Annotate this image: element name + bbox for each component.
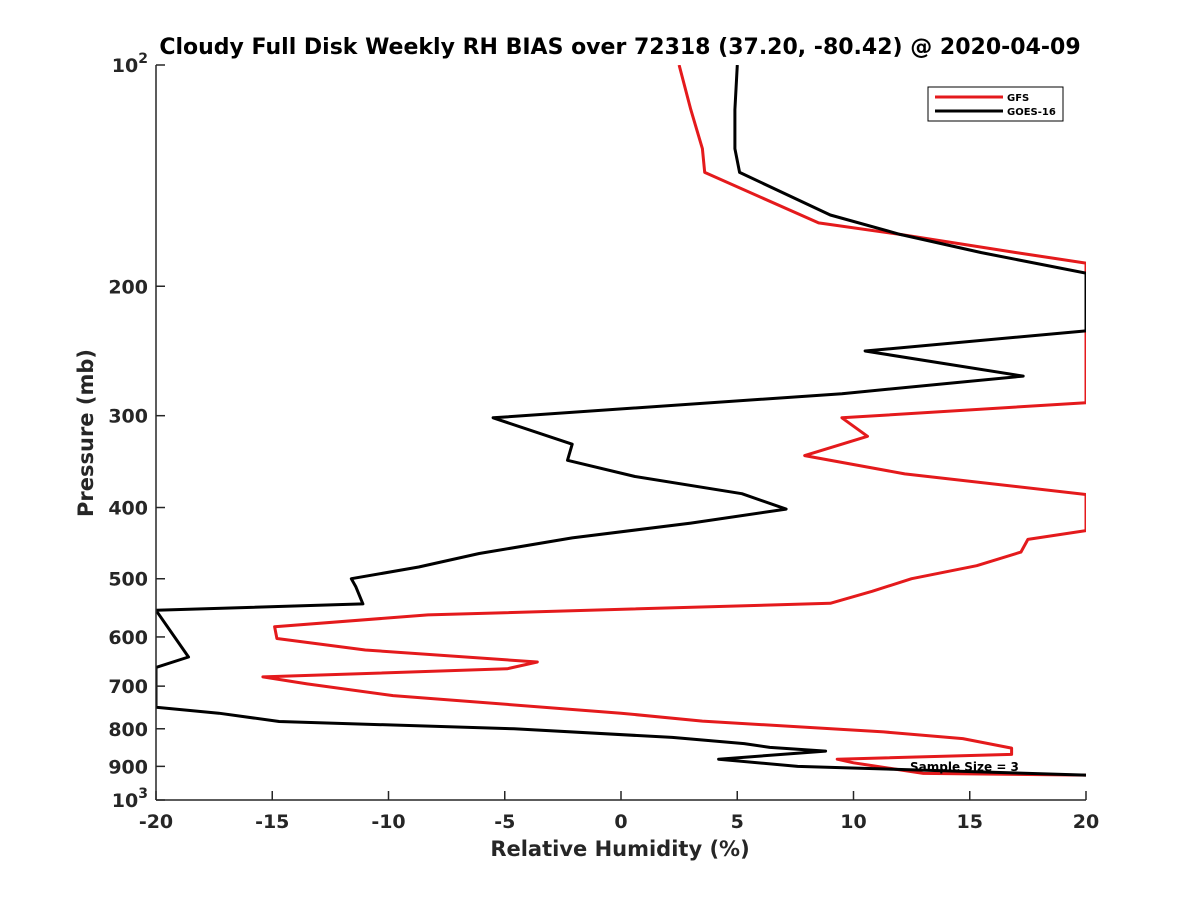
x-tick-label: 15 xyxy=(957,811,983,833)
x-tick-label: -5 xyxy=(494,811,515,833)
y-tick-label: 600 xyxy=(108,627,148,649)
legend-box xyxy=(927,86,1064,122)
y-tick-label: 800 xyxy=(108,719,148,741)
series-line-goes-16 xyxy=(156,65,1086,777)
x-axis-ticks: -20 -15 -10 -5 0 5 10 15 20 xyxy=(139,791,1099,833)
legend: GFS GOES-16 xyxy=(927,86,1064,122)
x-tick-label: 20 xyxy=(1073,811,1099,833)
legend-label-gfs: GFS xyxy=(1007,93,1029,104)
y-tick-label: 500 xyxy=(108,569,148,591)
x-tick-label: 5 xyxy=(731,811,744,833)
plot-series xyxy=(156,65,1086,777)
x-tick-label: 0 xyxy=(614,811,627,833)
chart-title: Cloudy Full Disk Weekly RH BIAS over 723… xyxy=(159,35,1080,60)
y-tick-label: 400 xyxy=(108,498,148,520)
y-tick-label: 103 xyxy=(112,786,148,812)
y-tick-label: 200 xyxy=(108,276,148,298)
y-tick-label: 300 xyxy=(108,406,148,428)
y-tick-label: 700 xyxy=(108,676,148,698)
x-tick-label: 10 xyxy=(840,811,866,833)
y-axis-label: Pressure (mb) xyxy=(74,349,98,517)
x-tick-label: -20 xyxy=(139,811,173,833)
x-axis-label: Relative Humidity (%) xyxy=(490,837,749,861)
sample-size-annotation: Sample Size = 3 xyxy=(910,760,1019,774)
series-line-gfs xyxy=(261,65,1086,777)
y-axis-ticks: 102 200 300 400 500 600 700 800 900 103 xyxy=(108,51,165,812)
x-tick-label: -10 xyxy=(371,811,405,833)
y-tick-label: 900 xyxy=(108,756,148,778)
x-tick-label: -15 xyxy=(255,811,289,833)
legend-label-goes-16: GOES-16 xyxy=(1007,107,1056,118)
y-tick-label: 102 xyxy=(112,51,148,77)
